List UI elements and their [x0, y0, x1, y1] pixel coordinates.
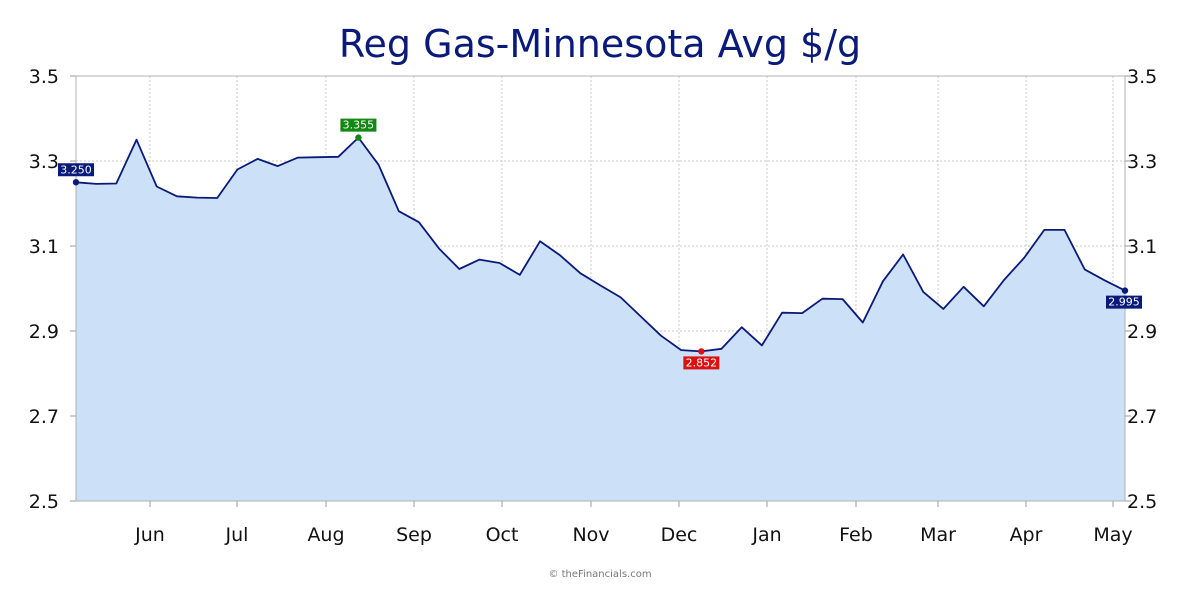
y-tick-label-left: 2.7 [29, 406, 59, 428]
flag-label-end: 2.995 [1108, 296, 1140, 309]
x-tick-label: Nov [572, 524, 609, 546]
x-tick-label: May [1093, 524, 1132, 546]
tick-labels: 2.5 2.5 2.7 2.7 2.9 2.9 3.1 3.1 3.3 3.3 3.5 3.5 Jun J… [29, 66, 1157, 546]
y-tick-label-right: 2.5 [1127, 491, 1157, 513]
price-line [75, 136, 1126, 353]
x-tick-label: Dec [661, 524, 698, 546]
y-tick-label-left: 3.1 [29, 236, 59, 258]
area-layer [75, 136, 1126, 501]
x-tick-label: Sep [396, 524, 432, 546]
x-tick-label: Feb [839, 524, 873, 546]
y-tick-label-right: 3.1 [1127, 236, 1157, 258]
y-tick-label-left: 3.5 [29, 66, 59, 88]
marker-end [1121, 287, 1129, 294]
marker-high [355, 134, 362, 141]
flag-low [683, 356, 720, 370]
y-tick-label-left: 2.9 [29, 321, 59, 343]
area-fill [76, 137, 1125, 501]
flag-label-low: 2.852 [686, 356, 718, 369]
credit-text: © theFinancials.com [548, 569, 652, 580]
flag-high [340, 118, 377, 132]
x-tick-label: Aug [307, 524, 344, 546]
x-tick-label: Apr [1010, 524, 1043, 546]
x-tick-label: Jul [225, 524, 249, 546]
x-tick-label: Mar [920, 524, 956, 546]
flag-start [58, 163, 94, 177]
flag-end [1106, 295, 1142, 309]
y-tick-label-right: 3.5 [1127, 66, 1157, 88]
y-tick-label-right: 2.7 [1127, 406, 1157, 428]
x-tick-label: Jun [134, 524, 165, 546]
marker-low [698, 348, 705, 355]
y-tick-label-left: 3.3 [29, 151, 59, 173]
flag-label-start: 3.250 [60, 163, 92, 176]
marker-start [72, 179, 80, 186]
x-tick-label: Oct [486, 524, 519, 546]
x-tick-label: Jan [751, 524, 781, 546]
y-tick-label-right: 3.3 [1127, 151, 1157, 173]
y-tick-label-left: 2.5 [29, 491, 59, 513]
flag-label-high: 3.355 [343, 119, 375, 132]
y-tick-label-right: 2.9 [1127, 321, 1157, 343]
annotation-layer: 3.250 3.355 2.852 2.995 [58, 118, 1142, 370]
chart-title: Reg Gas-Minnesota Avg $/g [338, 22, 862, 66]
